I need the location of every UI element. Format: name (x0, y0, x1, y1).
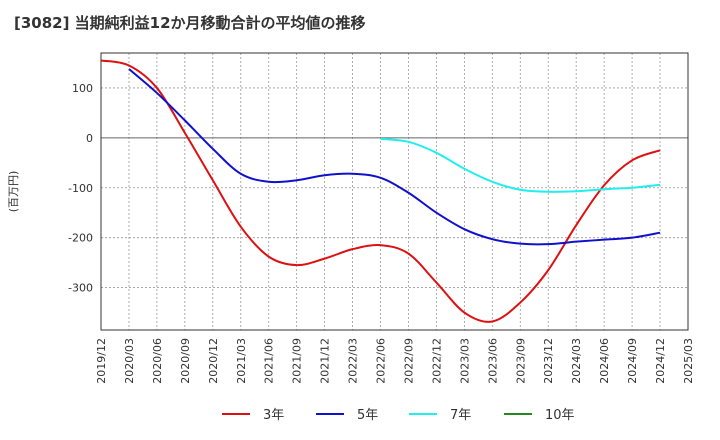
x-tick-label: 2021/09 (291, 338, 304, 384)
x-tick-label: 2019/12 (95, 338, 108, 384)
x-tick-label: 2022/03 (347, 338, 360, 384)
x-tick-label: 2020/12 (207, 338, 220, 384)
x-tick-label: 2022/06 (375, 338, 388, 384)
x-tick-label: 2024/06 (598, 338, 611, 384)
legend-label: 7年 (450, 408, 471, 423)
y-tick-label: 100 (72, 82, 93, 95)
x-tick-label: 2025/03 (682, 338, 695, 384)
chart-title: [3082] 当期純利益12か月移動合計の平均値の推移 (14, 14, 366, 32)
legend-label: 5年 (357, 408, 378, 423)
legend-label: 10年 (545, 408, 575, 423)
y-tick-label: -300 (68, 282, 93, 295)
series-line-7年 (380, 137, 661, 193)
x-tick-label: 2020/06 (151, 338, 164, 384)
y-tick-label: -200 (68, 232, 93, 245)
x-tick-label: 2024/03 (570, 338, 583, 384)
grid-layer (100, 53, 689, 330)
y-tick-label: 0 (86, 132, 93, 145)
x-tick-label: 2021/12 (319, 338, 332, 384)
legend: 3年 5年 7年 10年 (222, 408, 575, 423)
x-tick-label: 2023/03 (458, 338, 471, 384)
x-tick-label: 2024/12 (654, 338, 667, 384)
axis-layer: 100 0 -100 -200 -300 2019/12 2020/03 2020/06 202… (7, 52, 695, 384)
x-tick-label: 2023/09 (514, 338, 527, 384)
x-tick-label: 2023/12 (542, 338, 555, 384)
x-tick-label: 2020/09 (179, 338, 192, 384)
series-layer (100, 59, 661, 323)
legend-label: 3年 (263, 408, 284, 423)
series-line-5年 (128, 68, 661, 246)
plot-frame (100, 52, 689, 331)
x-tick-label: 2022/09 (402, 338, 415, 384)
y-tick-label: -100 (68, 182, 93, 195)
x-tick-label: 2021/03 (235, 338, 248, 384)
x-tick-label: 2024/09 (626, 338, 639, 384)
x-tick-label: 2023/06 (486, 338, 499, 384)
x-tick-label: 2020/03 (123, 338, 136, 384)
x-tick-label: 2022/12 (430, 338, 443, 384)
x-tick-label: 2021/06 (263, 338, 276, 384)
series-line-3年 (100, 59, 661, 323)
y-axis-label: (百万円) (7, 171, 20, 213)
